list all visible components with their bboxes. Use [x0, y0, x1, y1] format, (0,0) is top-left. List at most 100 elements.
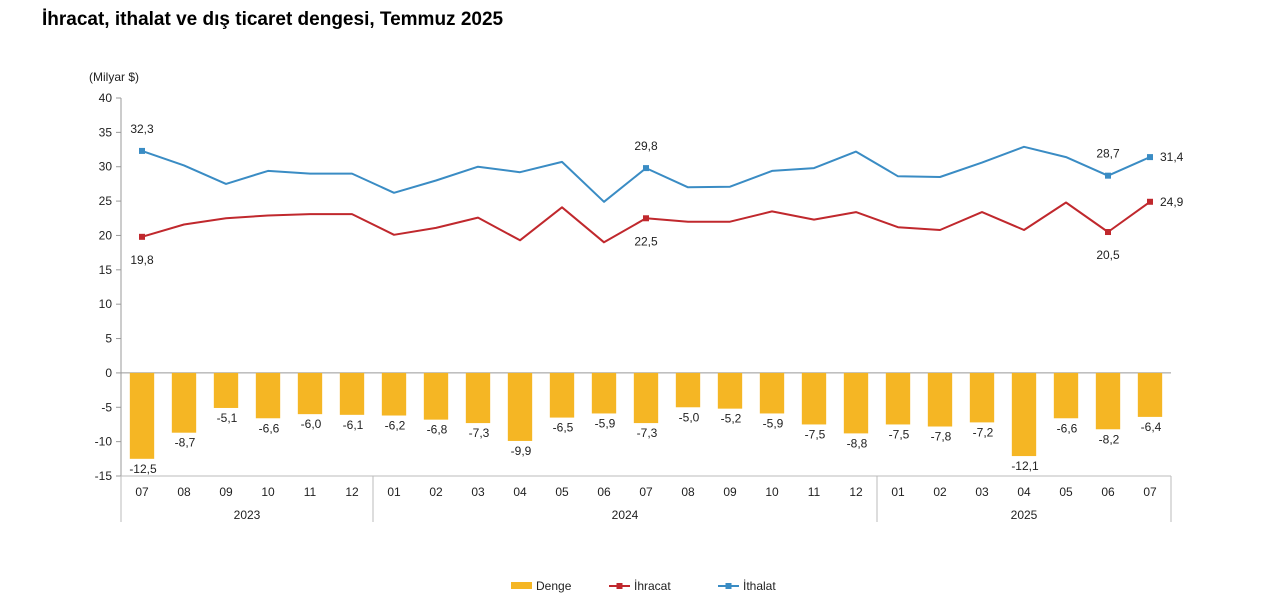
bar-data-label: -8,7: [175, 436, 196, 450]
bar-data-label: -5,0: [679, 410, 700, 424]
x-tick-label: 07: [639, 485, 653, 499]
x-tick-label: 06: [1101, 485, 1115, 499]
line-ithalat: [141, 145, 1151, 203]
bar-denge: [1095, 372, 1121, 430]
line-data-label: 19,8: [130, 253, 154, 267]
legend-swatch-denge: [511, 582, 532, 589]
x-tick-label: 08: [681, 485, 695, 499]
bar-denge: [675, 372, 701, 408]
bar-denge: [507, 372, 533, 441]
legend-marker-ithalat: [725, 583, 732, 589]
x-tick-label: 02: [933, 485, 947, 499]
line-data-label: 24,9: [1160, 195, 1184, 209]
bar-denge: [1137, 372, 1163, 417]
y-tick-label: -15: [95, 469, 113, 483]
x-tick-label: 03: [471, 485, 485, 499]
legend-label: İthalat: [743, 579, 776, 593]
x-tick-label: 03: [975, 485, 989, 499]
point-ihracat: [1105, 229, 1111, 236]
y-tick-label: 25: [99, 194, 113, 208]
x-tick-label: 04: [513, 485, 527, 499]
bar-denge: [927, 372, 953, 427]
point-ithalat: [139, 147, 145, 154]
bar-denge: [801, 372, 827, 425]
x-tick-label: 06: [597, 485, 611, 499]
bar-data-label: -8,2: [1099, 432, 1120, 446]
bar-data-label: -7,3: [469, 426, 490, 440]
line-data-label: 29,8: [634, 139, 658, 153]
line-data-label: 20,5: [1096, 248, 1120, 262]
line-data-label: 28,7: [1096, 147, 1120, 161]
bar-denge: [129, 372, 155, 459]
x-tick-label: 10: [261, 485, 275, 499]
bar-data-label: -5,9: [595, 416, 616, 430]
y-unit-label: (Milyar $): [89, 70, 139, 84]
x-tick-label: 08: [177, 485, 191, 499]
bar-denge: [423, 372, 449, 420]
point-ithalat: [1147, 154, 1153, 161]
bar-denge: [213, 372, 239, 408]
line-series: [139, 145, 1153, 244]
bar-denge: [633, 372, 659, 424]
bar-series-denge: [129, 372, 1163, 459]
bar-denge: [549, 372, 575, 418]
x-tick-label: 07: [135, 485, 149, 499]
year-label: 2025: [1011, 508, 1038, 522]
bar-data-label: -6,4: [1141, 420, 1162, 434]
axes: (Milyar $) 40 35 30 25 20 15 10 5 0 -5 -10 -15 07 08 09…: [89, 70, 1172, 522]
line-data-label: 31,4: [1160, 150, 1184, 164]
x-tick-label: 01: [387, 485, 401, 499]
year-label: 2024: [612, 508, 639, 522]
legend-marker-ihracat: [616, 583, 623, 589]
bar-data-label: -5,9: [763, 416, 784, 430]
year-label: 2023: [234, 508, 261, 522]
bar-data-label: -12,1: [1011, 459, 1039, 473]
x-tick-label: 01: [891, 485, 905, 499]
point-ithalat: [1105, 172, 1111, 179]
bar-data-label: -6,1: [343, 418, 364, 432]
bar-data-label: -5,2: [721, 412, 742, 426]
bar-data-label: -6,6: [259, 421, 280, 435]
x-tick-label: 11: [304, 485, 317, 499]
bar-data-label: -12,5: [129, 462, 157, 476]
bar-denge: [1011, 372, 1037, 457]
bar-denge: [381, 372, 407, 416]
legend-label: İhracat: [634, 579, 671, 593]
bar-data-label: -6,6: [1057, 421, 1078, 435]
legend: Denge İhracat İthalat: [511, 579, 776, 593]
y-tick-label: 0: [105, 366, 112, 380]
x-tick-label: 05: [1059, 485, 1073, 499]
bar-data-label: -8,8: [847, 436, 868, 450]
bar-denge: [591, 372, 617, 414]
x-tick-label: 09: [219, 485, 233, 499]
x-tick-label: 09: [723, 485, 737, 499]
bar-data-label: -6,2: [385, 419, 406, 433]
x-tick-label: 12: [849, 485, 863, 499]
x-tick-label: 07: [1143, 485, 1157, 499]
y-tick-label: -5: [101, 400, 112, 414]
data-labels: -12,5 -8,7 -5,1 -6,6 -6,0 -6,1 -6,2 -6,8 -7,3 -9,…: [129, 122, 1183, 476]
bar-data-label: -5,1: [217, 411, 238, 425]
y-tick-label: 5: [105, 332, 112, 346]
line-data-label: 22,5: [634, 234, 658, 248]
x-tick-label: 05: [555, 485, 569, 499]
point-ithalat: [643, 165, 649, 172]
bar-data-label: -7,3: [637, 426, 658, 440]
x-tick-label: 10: [765, 485, 779, 499]
bar-denge: [255, 372, 281, 419]
bar-denge: [969, 372, 995, 423]
line-data-label: 32,3: [130, 122, 154, 136]
point-ihracat: [139, 233, 145, 240]
bar-data-label: -6,8: [427, 423, 448, 437]
bar-data-label: -9,9: [511, 444, 532, 458]
bar-data-label: -7,2: [973, 425, 994, 439]
x-tick-label: 11: [808, 485, 821, 499]
y-tick-label: -10: [95, 435, 113, 449]
y-tick-label: 10: [99, 297, 113, 311]
bar-denge: [339, 372, 365, 415]
y-tick-label: 30: [99, 160, 113, 174]
point-ihracat: [1147, 198, 1153, 205]
bar-denge: [465, 372, 491, 424]
y-tick-label: 40: [99, 91, 113, 105]
